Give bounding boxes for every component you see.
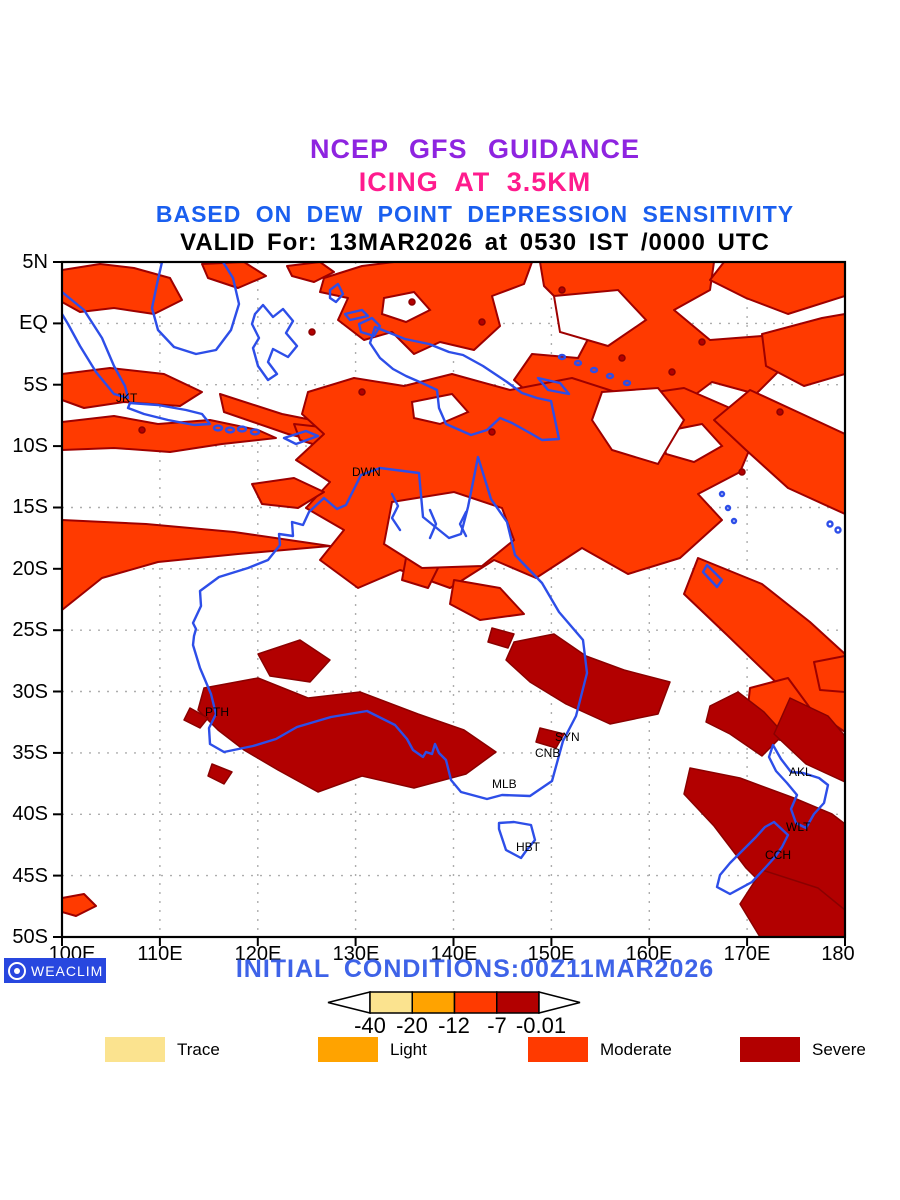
legend-swatch-severe — [740, 1037, 800, 1062]
y-tick-label: 50S — [12, 926, 48, 948]
station-label-cch: CCH — [765, 848, 791, 862]
y-tick-label: 15S — [12, 496, 48, 518]
y-tick-label: 10S — [12, 435, 48, 457]
station-label-syn: SYN — [555, 730, 580, 744]
y-tick-label: EQ — [19, 312, 48, 334]
y-tick-label: 30S — [12, 681, 48, 703]
station-label-akl: AKL — [789, 765, 812, 779]
station-label-wlt: WLT — [786, 820, 811, 834]
station-label-pth: PTH — [205, 705, 229, 719]
x-tick-label: 150E — [527, 943, 575, 965]
colorbar-value: -12 — [438, 1013, 470, 1038]
legend-swatch-light — [318, 1037, 378, 1062]
legend-swatch-moderate — [528, 1037, 588, 1062]
x-tick-label: 140E — [430, 943, 478, 965]
x-tick-label: 110E — [137, 943, 183, 965]
y-tick-label: 5S — [23, 374, 48, 396]
y-tick-label: 40S — [12, 803, 48, 825]
legend-label-trace: Trace — [177, 1040, 220, 1059]
legend-swatch-trace — [105, 1037, 165, 1062]
y-tick-label: 20S — [12, 558, 48, 580]
x-tick-label: 180 — [821, 943, 855, 965]
y-tick-label: 25S — [12, 619, 48, 641]
colorbar-box-moderate — [453, 991, 498, 1014]
station-label-hbt: HBT — [516, 840, 541, 854]
coastlines — [62, 262, 842, 896]
y-tick-label: 35S — [12, 742, 48, 764]
legend-label-light: Light — [390, 1040, 427, 1059]
station-label-mlb: MLB — [492, 777, 517, 791]
colorbar-left-arrow — [327, 991, 371, 1014]
colorbar — [327, 991, 581, 1014]
axis-ticks — [53, 261, 846, 946]
colorbar-value: -40 — [354, 1013, 386, 1038]
station-label-jkt: JKT — [116, 391, 138, 405]
weaclim-logo: WEACLIM — [4, 958, 106, 983]
y-tick-label: 45S — [12, 865, 48, 887]
valid-time-line: VALID For: 13MAR2026 at 0530 IST /0000 U… — [180, 229, 770, 256]
colorbar-right-arrow — [538, 991, 581, 1014]
weaclim-ring-icon — [8, 961, 26, 980]
legend-label-severe: Severe — [812, 1040, 866, 1059]
colorbar-value: -7 — [487, 1013, 507, 1038]
station-labels: JKT DWN PTH SYN CNB MLB HBT AKL WLT CCH — [116, 391, 812, 862]
page-subtitle-parameter: ICING AT 3.5KM — [358, 167, 592, 197]
colorbar-box-trace — [369, 991, 413, 1014]
station-label-dwn: DWN — [352, 465, 381, 479]
legend-label-moderate: Moderate — [600, 1040, 672, 1059]
clear-gaps — [380, 288, 724, 570]
severe-icing-regions — [138, 286, 845, 937]
station-label-cnb: CNB — [535, 746, 560, 760]
y-tick-label: 5N — [22, 251, 48, 273]
x-tick-label: 170E — [723, 943, 771, 965]
page-title: NCEP GFS GUIDANCE — [309, 134, 641, 164]
colorbar-value: -0.01 — [515, 1013, 567, 1038]
colorbar-value: -20 — [396, 1013, 428, 1038]
x-tick-label: 160E — [625, 943, 673, 965]
page-subtitle-method: BASED ON DEW POINT DEPRESSION SENSITIVIT… — [155, 201, 795, 227]
colorbar-box-severe — [496, 991, 540, 1014]
colorbar-box-light — [411, 991, 456, 1014]
x-tick-label: 120E — [234, 943, 282, 965]
initial-conditions-line: INITIAL CONDITIONS:00Z11MAR2026 — [235, 955, 715, 983]
x-tick-label: 130E — [332, 943, 380, 965]
weaclim-logo-text: WEACLIM — [31, 962, 104, 979]
